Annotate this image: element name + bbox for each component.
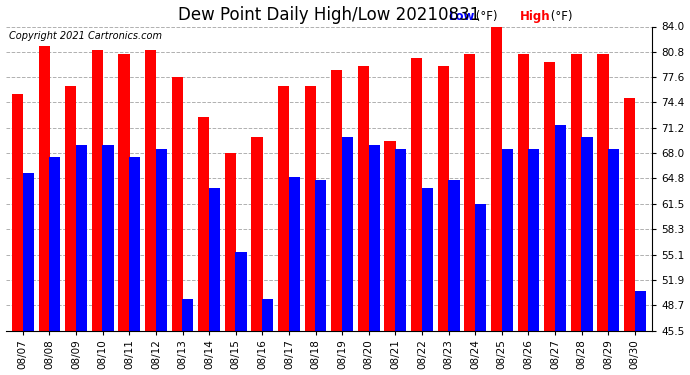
Bar (635, 291, 646, 330)
Text: High: High (520, 10, 550, 24)
Bar (262, 299, 273, 330)
Bar (76, 145, 87, 330)
Bar (209, 188, 220, 330)
Bar (395, 149, 406, 330)
Bar (475, 204, 486, 330)
Bar (288, 177, 300, 330)
Text: Copyright 2021 Cartronics.com: Copyright 2021 Cartronics.com (9, 31, 161, 41)
Bar (129, 157, 140, 330)
Bar (368, 145, 380, 330)
Bar (65, 86, 77, 330)
Bar (251, 137, 263, 330)
Bar (39, 46, 50, 330)
Bar (225, 153, 236, 330)
Bar (464, 54, 475, 330)
Text: (°F): (°F) (547, 10, 573, 24)
Bar (156, 149, 167, 330)
Bar (305, 86, 316, 330)
Bar (182, 299, 193, 330)
Bar (608, 149, 619, 330)
Bar (145, 50, 156, 330)
Bar (502, 149, 513, 330)
Bar (12, 94, 23, 330)
Bar (23, 172, 34, 330)
Bar (598, 54, 609, 330)
Bar (491, 27, 502, 330)
Title: Dew Point Daily High/Low 20210831: Dew Point Daily High/Low 20210831 (178, 6, 480, 24)
Bar (437, 66, 449, 330)
Bar (384, 141, 395, 330)
Bar (119, 54, 130, 330)
Bar (555, 125, 566, 330)
Bar (422, 188, 433, 330)
Bar (92, 50, 103, 330)
Bar (342, 137, 353, 330)
Bar (358, 66, 369, 330)
Text: Low: Low (448, 10, 475, 24)
Bar (528, 149, 540, 330)
Bar (624, 98, 635, 330)
Bar (544, 62, 555, 330)
Bar (235, 252, 246, 330)
Bar (448, 180, 460, 330)
Bar (198, 117, 209, 330)
Text: (°F): (°F) (473, 10, 498, 24)
Bar (278, 86, 289, 330)
Bar (518, 54, 529, 330)
Bar (571, 54, 582, 330)
Bar (411, 58, 422, 330)
Bar (582, 137, 593, 330)
Bar (49, 157, 60, 330)
Bar (331, 70, 342, 330)
Bar (172, 77, 183, 330)
Bar (102, 145, 114, 330)
Bar (315, 180, 326, 330)
